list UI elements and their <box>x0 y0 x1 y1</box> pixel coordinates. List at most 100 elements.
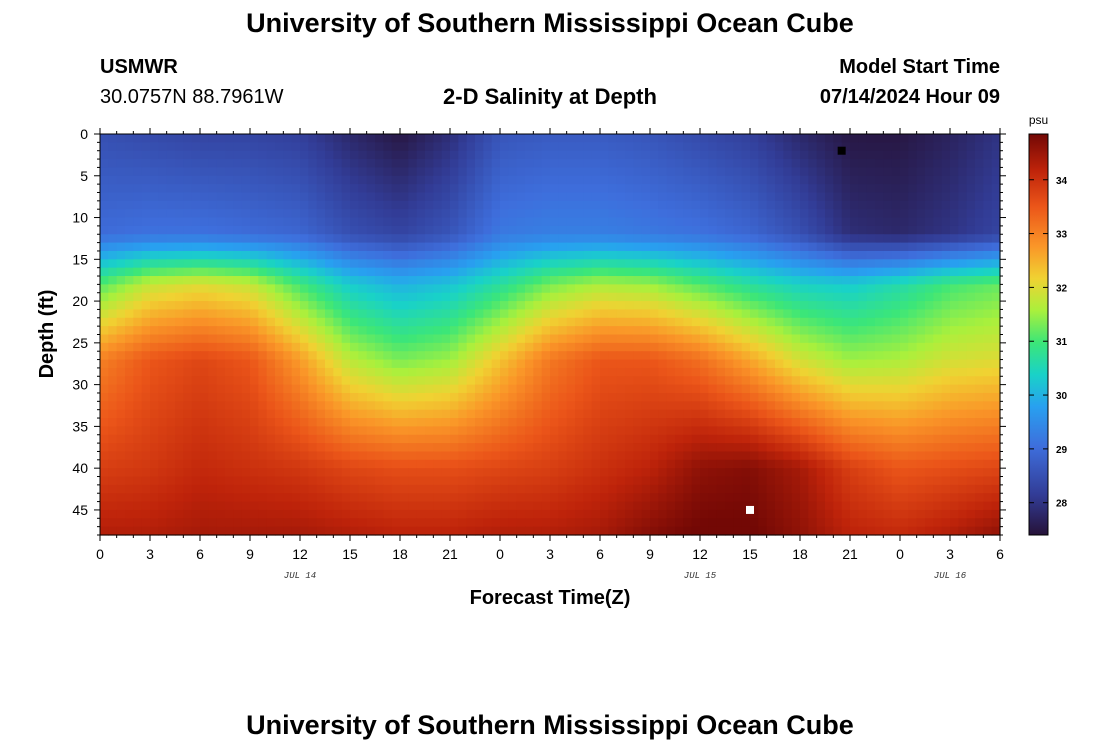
heatmap-cell <box>808 367 818 377</box>
heatmap-cell <box>808 284 818 294</box>
heatmap-cell <box>750 476 759 486</box>
heatmap-cell <box>575 351 584 361</box>
heatmap-cell <box>741 459 751 469</box>
heatmap-cell <box>716 367 726 377</box>
heatmap-cell <box>975 134 984 143</box>
heatmap-cell <box>300 501 309 511</box>
heatmap-cell <box>458 359 468 369</box>
heatmap-cell <box>125 384 134 394</box>
heatmap-cell <box>866 200 876 210</box>
heatmap-cell <box>366 493 376 503</box>
heatmap-cell <box>716 175 726 185</box>
heatmap-cell <box>566 501 576 511</box>
heatmap-cell <box>750 367 759 377</box>
heatmap-cell <box>475 384 484 394</box>
heatmap-cell <box>583 250 593 260</box>
heatmap-cell <box>891 351 901 361</box>
heatmap-cell <box>366 167 376 177</box>
heatmap-cell <box>683 493 693 503</box>
heatmap-cell <box>958 509 968 519</box>
heatmap-cell <box>525 509 534 519</box>
heatmap-cell <box>858 418 868 427</box>
heatmap-cell <box>433 175 443 185</box>
heatmap-cell <box>375 284 384 294</box>
heatmap-cell <box>475 426 484 436</box>
heatmap-cell <box>108 150 118 160</box>
heatmap-cell <box>583 267 593 277</box>
heatmap-cell <box>416 451 426 461</box>
heatmap-cell <box>233 392 243 402</box>
heatmap-cell <box>283 192 293 202</box>
heatmap-cell <box>858 301 868 311</box>
heatmap-cell <box>833 250 843 260</box>
station-coordinates: 30.0757N 88.7961W <box>100 86 284 108</box>
heatmap-cell <box>591 142 601 152</box>
heatmap-cell <box>716 401 726 411</box>
heatmap-cell <box>816 217 826 227</box>
heatmap-cell <box>750 301 759 311</box>
heatmap-cell <box>341 501 351 511</box>
heatmap-cell <box>433 401 443 411</box>
heatmap-cell <box>175 509 184 519</box>
heatmap-cell <box>666 392 676 402</box>
heatmap-cell <box>533 200 543 210</box>
heatmap-cell <box>241 142 251 152</box>
heatmap-cell <box>775 192 784 202</box>
heatmap-cell <box>258 401 268 411</box>
heatmap-cell <box>766 376 776 386</box>
heatmap-cell <box>366 443 376 453</box>
heatmap-cell <box>325 326 334 336</box>
heatmap-cell <box>525 150 534 160</box>
heatmap-cell <box>175 134 184 143</box>
heatmap-cell <box>283 317 293 327</box>
heatmap-cell <box>408 484 418 494</box>
heatmap-cell <box>866 392 876 402</box>
heatmap-cell <box>991 426 1001 436</box>
heatmap-cell <box>616 317 626 327</box>
heatmap-cell <box>891 292 901 302</box>
heatmap-cell <box>758 284 768 294</box>
heatmap-cell <box>325 376 334 386</box>
heatmap-cell <box>783 409 793 419</box>
heatmap-cell <box>416 225 426 235</box>
heatmap-cell <box>416 167 426 177</box>
heatmap-cell <box>316 451 326 461</box>
heatmap-cell <box>816 234 826 244</box>
heatmap-cell <box>525 134 534 143</box>
heatmap-cell <box>858 167 868 177</box>
heatmap-cell <box>666 434 676 444</box>
heatmap-cell <box>666 234 676 244</box>
heatmap-cell <box>850 459 859 469</box>
heatmap-cell <box>883 209 893 219</box>
heatmap-cell <box>491 250 501 260</box>
heatmap-cell <box>450 459 459 469</box>
heatmap-cell <box>166 509 176 519</box>
heatmap-cell <box>866 418 876 427</box>
heatmap-cell <box>866 267 876 277</box>
heatmap-cell <box>441 342 451 352</box>
heatmap-cell <box>866 409 876 419</box>
heatmap-cell <box>125 493 134 503</box>
heatmap-cell <box>691 493 701 503</box>
heatmap-cell <box>366 326 376 336</box>
heatmap-cell <box>183 134 193 143</box>
heatmap-cell <box>575 184 584 194</box>
heatmap-cell <box>750 250 759 260</box>
heatmap-cell <box>683 468 693 478</box>
heatmap-cell <box>366 401 376 411</box>
heatmap-cell <box>400 250 409 260</box>
heatmap-cell <box>883 509 893 519</box>
heatmap-cell <box>716 443 726 453</box>
heatmap-cell <box>450 250 459 260</box>
heatmap-cell <box>100 443 109 453</box>
heatmap-cell <box>441 184 451 194</box>
heatmap-cell <box>475 259 484 269</box>
heatmap-cell <box>250 351 259 361</box>
heatmap-cell <box>416 250 426 260</box>
heatmap-cell <box>983 309 993 319</box>
heatmap-cell <box>175 367 184 377</box>
heatmap-cell <box>408 359 418 369</box>
heatmap-cell <box>650 342 659 352</box>
heatmap-cell <box>733 209 743 219</box>
